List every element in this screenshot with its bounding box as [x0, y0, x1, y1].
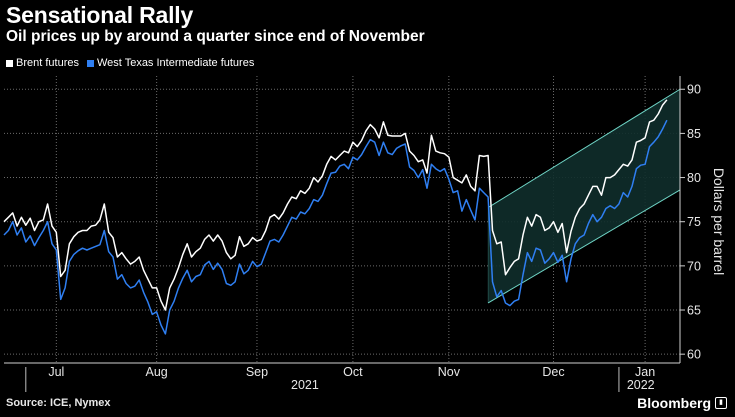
x-tick-label-jul: Jul [48, 365, 64, 379]
legend-swatch-wti [86, 59, 94, 67]
chart-title: Sensational Rally [6, 2, 194, 28]
x-tick-label-jan: Jan [635, 365, 655, 379]
y-tick-label-4: 80 [687, 171, 701, 185]
legend-swatch-brent [6, 59, 13, 67]
legend-item-wti: West Texas Intermediate futures [86, 57, 255, 69]
x-tick-label-dec: Dec [542, 365, 564, 379]
source-note: Source: ICE, Nymex [6, 397, 111, 409]
trend-channel-lower-line [487, 189, 681, 304]
x-tick-label-nov: Nov [438, 365, 461, 379]
y-tick-label-0: 60 [687, 348, 701, 362]
year-label-2021: 2021 [291, 378, 319, 392]
terminal-icon: ▮ [715, 397, 727, 409]
x-tick-label-sep: Sep [246, 365, 268, 379]
legend-label-wti: West Texas Intermediate futures [96, 57, 255, 69]
year-label-2022: 2022 [627, 378, 655, 392]
brand-name: Bloomberg [637, 395, 711, 411]
x-tick-label-oct: Oct [343, 365, 363, 379]
y-tick-label-2: 70 [687, 259, 701, 273]
legend: Brent futures West Texas Intermediate fu… [6, 56, 262, 70]
chart-subtitle: Oil prices up by around a quarter since … [6, 28, 425, 45]
y-tick-label-5: 85 [687, 127, 701, 141]
y-axis-title: Dollars per barrel [711, 168, 727, 275]
y-tick-label-6: 90 [687, 83, 701, 97]
x-tick-label-aug: Aug [146, 365, 168, 379]
brand-logo: Bloomberg ▮ [637, 395, 727, 411]
trend-channel-upper-line [487, 88, 681, 209]
y-tick-label-1: 65 [687, 304, 701, 318]
wti-series-line [3, 119, 668, 335]
legend-label-brent: Brent futures [16, 57, 79, 69]
brent-series-line [3, 99, 668, 311]
y-tick-label-3: 75 [687, 215, 701, 229]
legend-item-brent: Brent futures [6, 57, 79, 69]
